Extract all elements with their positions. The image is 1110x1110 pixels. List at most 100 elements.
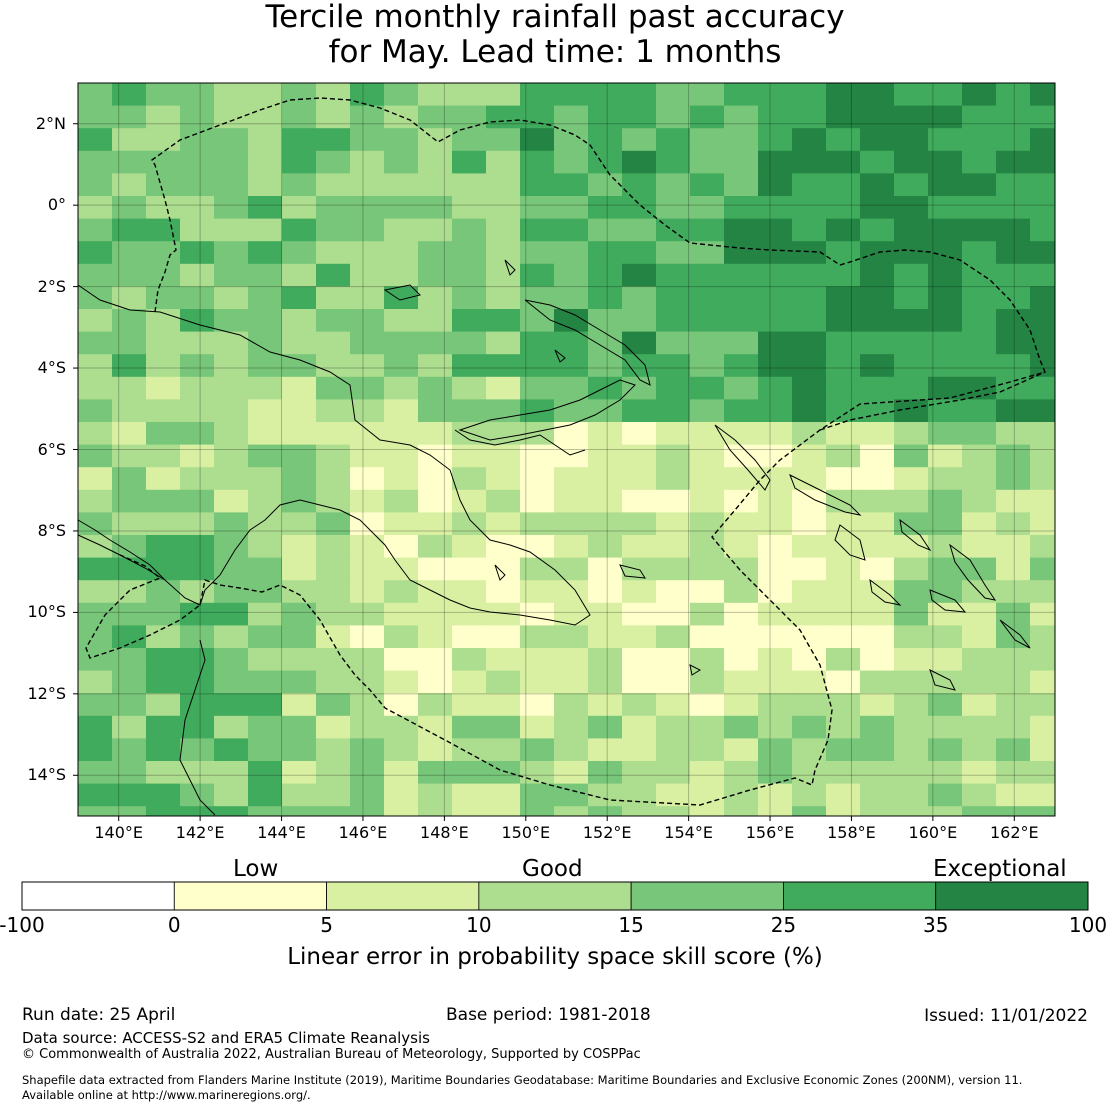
skill-cell	[792, 512, 827, 536]
skill-cell	[486, 173, 521, 197]
skill-cell	[316, 512, 351, 536]
skill-cell	[928, 693, 963, 717]
skill-cell	[486, 625, 521, 649]
skill-cell	[350, 105, 385, 129]
skill-cell	[792, 648, 827, 672]
skill-cell	[384, 467, 419, 491]
skill-cell	[418, 806, 453, 817]
skill-cell	[996, 286, 1031, 310]
skill-cell	[78, 557, 113, 581]
skill-cell	[554, 309, 589, 333]
skill-cell	[1030, 557, 1056, 581]
skill-cell	[860, 715, 895, 739]
huon-coast	[454, 429, 586, 456]
skill-cell	[656, 173, 691, 197]
skill-cell	[622, 806, 657, 817]
skill-cell	[554, 625, 589, 649]
skill-cell	[418, 670, 453, 694]
longitude-label: 144°E	[257, 823, 306, 842]
skill-cell	[316, 331, 351, 355]
skill-cell	[792, 422, 827, 446]
skill-cell	[146, 173, 181, 197]
skill-cell	[724, 331, 759, 355]
skill-cell	[384, 173, 419, 197]
skill-cell	[996, 557, 1031, 581]
skill-cell	[418, 512, 453, 536]
skill-cell	[656, 512, 691, 536]
skill-cell	[316, 128, 351, 152]
skill-cell	[1030, 83, 1056, 107]
skill-cell	[1030, 286, 1056, 310]
skill-cell	[384, 806, 419, 817]
skill-cell	[78, 489, 113, 513]
small-islands-coast	[383, 259, 1031, 691]
skill-cell	[894, 196, 929, 220]
skill-cell	[112, 489, 147, 513]
skill-cell	[826, 670, 861, 694]
skill-cell	[350, 354, 385, 378]
skill-cell	[826, 715, 861, 739]
skill-cell	[894, 399, 929, 423]
skill-cell	[180, 422, 215, 446]
skill-cell	[724, 512, 759, 536]
skill-cell	[996, 150, 1031, 174]
skill-cell	[112, 512, 147, 536]
skill-cell	[656, 241, 691, 265]
skill-cell	[792, 263, 827, 287]
skill-cell	[554, 128, 589, 152]
skill-cell	[1030, 218, 1056, 242]
colorbar-swatches	[21, 881, 1089, 911]
skill-cell	[656, 196, 691, 220]
skill-cell	[996, 218, 1031, 242]
skill-cell	[78, 602, 113, 626]
skill-cell	[656, 693, 691, 717]
skill-cell	[1030, 263, 1056, 287]
skill-cell	[588, 761, 623, 785]
skill-cell	[758, 354, 793, 378]
skill-cell	[724, 580, 759, 604]
skill-cell	[350, 761, 385, 785]
skill-cell	[622, 444, 657, 468]
skill-cell	[928, 83, 963, 107]
skill-cell	[860, 286, 895, 310]
skill-cell	[520, 263, 555, 287]
skill-cell	[554, 670, 589, 694]
skill-cell	[78, 738, 113, 762]
skill-cell	[248, 444, 283, 468]
skill-cell	[418, 489, 453, 513]
skill-cell	[384, 376, 419, 400]
skill-cell	[554, 715, 589, 739]
skill-cell	[146, 602, 181, 626]
skill-cell	[690, 580, 725, 604]
skill-cell	[962, 263, 997, 287]
skill-cell	[554, 218, 589, 242]
solomons-eez-boundary	[819, 371, 1046, 431]
skill-cell	[1030, 602, 1056, 626]
skill-cell	[860, 761, 895, 785]
skill-cell	[418, 241, 453, 265]
skill-cell	[996, 806, 1031, 817]
skill-cell	[452, 444, 487, 468]
skill-cell	[826, 467, 861, 491]
skill-cell	[758, 399, 793, 423]
skill-cell	[724, 489, 759, 513]
skill-cell	[112, 761, 147, 785]
skill-cell	[146, 512, 181, 536]
skill-cell	[792, 241, 827, 265]
skill-cell	[248, 738, 283, 762]
skill-cell	[588, 422, 623, 446]
skill-cell	[588, 309, 623, 333]
skill-cell	[350, 241, 385, 265]
skill-cell	[894, 444, 929, 468]
skill-cell	[656, 715, 691, 739]
skill-cell	[214, 648, 249, 672]
skill-cell	[588, 399, 623, 423]
skill-cell	[622, 715, 657, 739]
skill-cell	[758, 467, 793, 491]
skill-cell	[894, 241, 929, 265]
skill-cell	[996, 648, 1031, 672]
skill-cell	[248, 422, 283, 446]
skill-cell	[860, 331, 895, 355]
skill-cell	[350, 173, 385, 197]
skill-cell	[78, 625, 113, 649]
